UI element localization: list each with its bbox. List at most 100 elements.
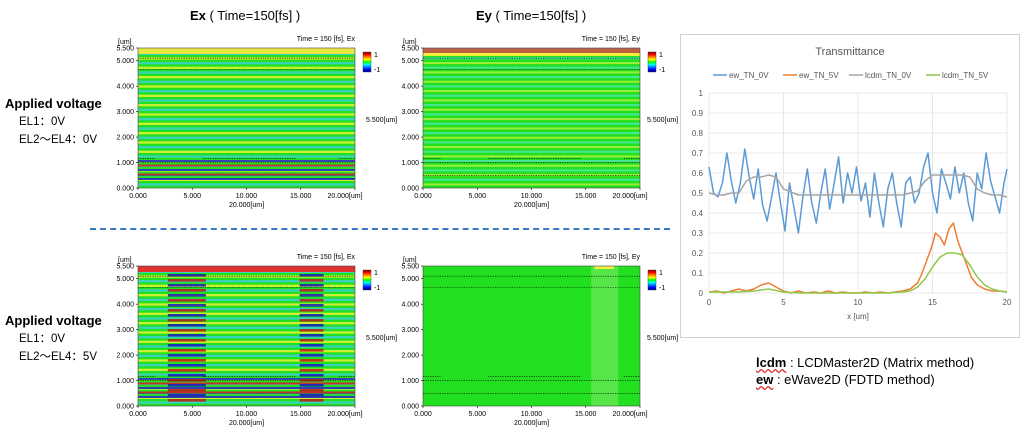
x-tick-label: 10 — [854, 298, 863, 307]
y-tick-label: 3.000 — [401, 327, 419, 334]
y-tick-label: 2.000 — [401, 135, 419, 142]
colorbar-max-label: 1 — [659, 52, 663, 59]
ex-title-rest: ( Time=150[fs] ) — [205, 8, 301, 23]
series-line-lcdm_TN_0V — [708, 174, 1008, 198]
x-tick-label: 10.000 — [521, 193, 543, 200]
legend-label: lcdm_TN_5V — [942, 71, 989, 80]
y-tick-label: 0.8 — [692, 129, 704, 138]
map-title: Time = 150 [fs], Ex — [297, 36, 356, 43]
ey-title-rest: ( Time=150[fs] ) — [491, 8, 587, 23]
side-label: 5.500[um] — [366, 335, 398, 342]
colorbar — [647, 269, 657, 291]
y-tick-label: 5.500 — [116, 264, 134, 271]
field-pattern — [423, 266, 640, 406]
colorbar-min-label: -1 — [374, 67, 380, 74]
y-tick-label: 5.000 — [116, 58, 134, 65]
colorbar — [362, 269, 372, 291]
el2-el4-voltage: EL2～EL4：5V — [19, 351, 97, 363]
y-tick-label: 1.000 — [401, 160, 419, 167]
y-tick-label: 0 — [699, 289, 704, 298]
y-unit-label: [um] — [118, 39, 132, 46]
el1-voltage: EL1：0V — [19, 116, 66, 128]
y-tick-label: 2.000 — [401, 353, 419, 360]
x-tick-label: 15.000 — [575, 193, 597, 200]
ex-field-map-5v: Time = 150 [fs], Ex [um] 5.500 5.000 4.000 3.… — [100, 248, 380, 433]
x-tick-label: 15.000 — [575, 411, 597, 418]
x-tick-label: 10.000 — [236, 193, 258, 200]
y-tick-label: 3.000 — [116, 109, 134, 116]
legend-label: ew_TN_0V — [729, 71, 769, 80]
x-tick-label: 15 — [928, 298, 937, 307]
side-label: 5.500[um] — [647, 335, 679, 342]
x-tick-label: 5.000 — [468, 411, 486, 418]
row-label-5v: Applied voltage EL1：0V EL2～EL4：5V — [5, 313, 102, 364]
y-tick-label: 0.5 — [692, 189, 704, 198]
section-divider — [90, 228, 670, 230]
y-tick-label: 5.500 — [401, 46, 419, 53]
field-map-svg: Time = 150 [fs], Ey [um]5.500 5.000 4.000 3.… — [401, 254, 665, 427]
colorbar-min-label: -1 — [659, 285, 665, 292]
el1-voltage: EL1：0V — [19, 333, 66, 345]
colorbar-max-label: 1 — [659, 270, 663, 277]
y-tick-label: 1.000 — [401, 378, 419, 385]
ex-field-map-0v: Time = 150 [fs], Ex [um] 5.500 5.000 4.000 3.… — [100, 30, 380, 215]
x-tick-label: 5.000 — [468, 193, 486, 200]
y-tick-label: 0.1 — [692, 269, 704, 278]
y-tick-label: 0.3 — [692, 229, 704, 238]
y-unit-label: [um] — [403, 39, 417, 46]
applied-voltage-heading: Applied voltage — [5, 96, 102, 111]
map-title: Time = 150 [fs], Ex — [297, 254, 356, 261]
x-axis-label: 20.000[um] — [229, 202, 264, 209]
colorbar-max-label: 1 — [374, 270, 378, 277]
lcdm-key: lcdm — [756, 355, 787, 370]
series-line-ew_TN_0V — [708, 148, 1008, 234]
y-tick-label: 3.000 — [401, 109, 419, 116]
ey-field-map-5v: Time = 150 [fs], Ey [um] 5.500 5.000 4.000 3.… — [385, 248, 665, 433]
y-tick-label: 5.500 — [116, 46, 134, 53]
legend-label: ew_TN_5V — [799, 71, 839, 80]
map-title: Time = 150 [fs], Ey — [582, 254, 641, 261]
y-tick-label: 0.7 — [692, 149, 704, 158]
x-tick-label: 0.000 — [414, 193, 432, 200]
field-pattern — [423, 48, 640, 188]
side-label: 5.500[um] — [647, 117, 679, 124]
y-tick-label: 0.4 — [692, 209, 704, 218]
field-map-svg: Time = 150 [fs], Ey [um]5.500 5.000 4.000 3.… — [401, 36, 665, 209]
y-tick-label: 4.000 — [401, 84, 419, 91]
y-tick-label: 5.000 — [116, 276, 134, 283]
x-axis-label: x [um] — [847, 312, 869, 321]
chart-title: Transmittance — [815, 46, 884, 58]
ew-desc: : eWave2D (FDTD method) — [773, 372, 935, 387]
y-tick-label: 1.000 — [116, 160, 134, 167]
field-pattern — [138, 266, 355, 406]
ex-title-bold: Ex — [190, 8, 206, 23]
y-tick-label: 4.000 — [116, 84, 134, 91]
y-unit-label: [um] — [118, 257, 132, 264]
y-tick-label: 1.000 — [116, 378, 134, 385]
side-label: 5.500[um] — [366, 117, 398, 124]
y-tick-label: 0.000 — [401, 404, 419, 411]
transmittance-chart: Transmittance ew_TN_0V ew_TN_5V lcdm_TN_0V l… — [680, 34, 1020, 338]
y-tick-label: 0.000 — [401, 186, 419, 193]
colorbar — [647, 51, 657, 73]
x-tick-label: 15.000 — [290, 193, 312, 200]
x-tick-label: 20.000[um] — [612, 411, 647, 418]
x-tick-label: 0.000 — [129, 193, 147, 200]
x-tick-label: 20.000[um] — [612, 193, 647, 200]
x-tick-label: 0.000 — [129, 411, 147, 418]
y-tick-label: 2.000 — [116, 353, 134, 360]
x-tick-label: 20.000[um] — [327, 411, 362, 418]
ey-title-bold: Ey — [476, 8, 492, 23]
lcdm-note: lcdm : LCDMaster2D (Matrix method) — [756, 355, 974, 370]
y-tick-label: 5.000 — [401, 276, 419, 283]
field-pattern — [138, 48, 355, 188]
field-map-svg: Time = 150 [fs], Ex [um]5.500 5.000 4.000 3.… — [116, 36, 380, 209]
x-tick-label: 5.000 — [183, 193, 201, 200]
map-title: Time = 150 [fs], Ey — [582, 36, 641, 43]
y-tick-label: 0.000 — [116, 404, 134, 411]
y-tick-label: 5.000 — [401, 58, 419, 65]
field-map-svg: Time = 150 [fs], Ex [um]5.500 5.000 4.000 3.… — [116, 254, 380, 427]
el2-el4-voltage: EL2～EL4：0V — [19, 134, 97, 146]
x-axis-label: 20.000[um] — [229, 420, 264, 427]
y-tick-label: 2.000 — [116, 135, 134, 142]
